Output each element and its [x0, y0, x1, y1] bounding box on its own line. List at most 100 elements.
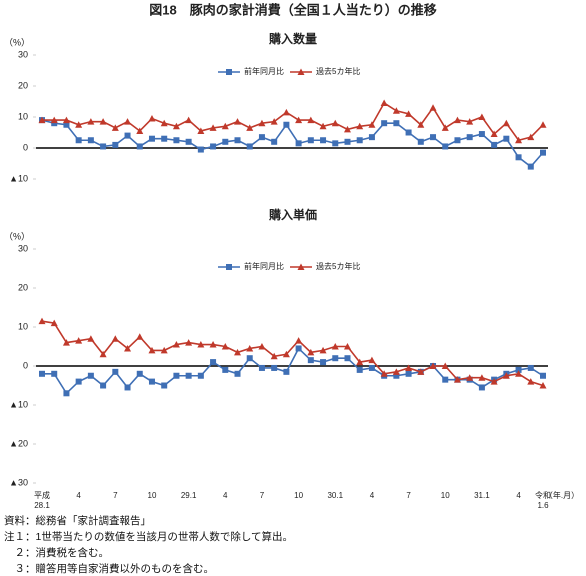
point [478, 384, 485, 391]
point [405, 110, 413, 117]
point [112, 368, 119, 375]
point [332, 355, 339, 362]
point [441, 124, 449, 131]
point [442, 376, 449, 383]
legend-marker [297, 68, 305, 75]
point [63, 121, 70, 128]
point [100, 382, 107, 389]
legend-marker [297, 263, 305, 270]
page-title: 図18 豚肉の家計消費（全国１人当たり）の推移 [149, 2, 436, 17]
point [380, 370, 388, 377]
point [87, 372, 94, 379]
x-tick-label: 31.1 [474, 491, 490, 500]
point [356, 137, 363, 144]
point [185, 138, 192, 145]
point [331, 343, 339, 350]
point [453, 116, 461, 124]
point [344, 355, 351, 362]
point [50, 116, 58, 124]
point [258, 134, 265, 141]
point [540, 149, 546, 156]
point [148, 346, 156, 354]
point [246, 143, 253, 150]
point [490, 378, 498, 385]
point [368, 134, 375, 141]
point [75, 337, 83, 344]
point [111, 124, 119, 131]
x-tick-label: 7 [259, 491, 265, 500]
x-tick-label: 平成 28.1 [34, 491, 50, 510]
point [515, 136, 523, 144]
point [148, 115, 156, 122]
x-tick-label: 令和 1.6 [535, 491, 551, 510]
point [331, 119, 339, 127]
point [111, 335, 119, 342]
point [222, 366, 229, 373]
point [124, 118, 132, 125]
point [136, 370, 143, 377]
point [320, 359, 327, 366]
point [75, 378, 82, 385]
y-axis-label: （%） [4, 37, 30, 47]
point [502, 372, 510, 379]
point [50, 319, 58, 327]
x-tick-label: 4 [369, 491, 375, 500]
point [454, 137, 461, 144]
x-tick-label: 7 [406, 491, 411, 500]
point [356, 366, 363, 373]
point [136, 127, 144, 134]
y-tick-label: 0 [23, 360, 28, 370]
note: 注１：1世帯当たりの数値を当該月の世帯人数で除して算出。 [4, 531, 294, 543]
point [62, 339, 70, 346]
note: ３：贈答用等自家消費以外のものを含む。 [4, 563, 214, 575]
point [99, 350, 107, 358]
point [75, 137, 82, 144]
x-tick-label: 10 [147, 491, 157, 500]
point [173, 372, 180, 379]
point [417, 121, 425, 128]
point [503, 135, 510, 142]
point [221, 343, 229, 350]
point [148, 135, 155, 142]
point [417, 368, 425, 375]
point [172, 341, 180, 348]
legend-marker [226, 69, 232, 75]
point [466, 134, 473, 141]
point [320, 137, 327, 144]
point [527, 133, 535, 141]
point [124, 132, 131, 139]
point [343, 343, 351, 350]
point [478, 131, 485, 138]
x-tick-label: 4 [516, 491, 521, 500]
point [87, 137, 94, 144]
point [319, 122, 327, 130]
point [307, 137, 314, 144]
point [87, 335, 95, 342]
point [185, 372, 192, 379]
point [515, 370, 523, 377]
point [246, 124, 254, 131]
point [234, 118, 242, 125]
point [161, 382, 168, 389]
point [136, 333, 144, 340]
y-tick-label: ▲10 [9, 173, 28, 183]
point [63, 390, 70, 397]
point [234, 137, 241, 144]
point [282, 108, 290, 116]
point [210, 143, 217, 150]
point [75, 121, 83, 128]
point [246, 355, 253, 362]
point [283, 368, 290, 375]
chart-subtitle: 購入数量 [268, 31, 317, 46]
point [210, 359, 217, 366]
y-tick-label: ▲30 [9, 477, 28, 487]
note: ２：消費税を含む。 [4, 547, 109, 559]
point [234, 348, 242, 356]
legend-marker [226, 264, 232, 270]
point [258, 343, 266, 350]
point [307, 348, 315, 356]
point [197, 146, 204, 153]
x-tick-label: 10 [294, 491, 304, 500]
point [124, 384, 131, 391]
